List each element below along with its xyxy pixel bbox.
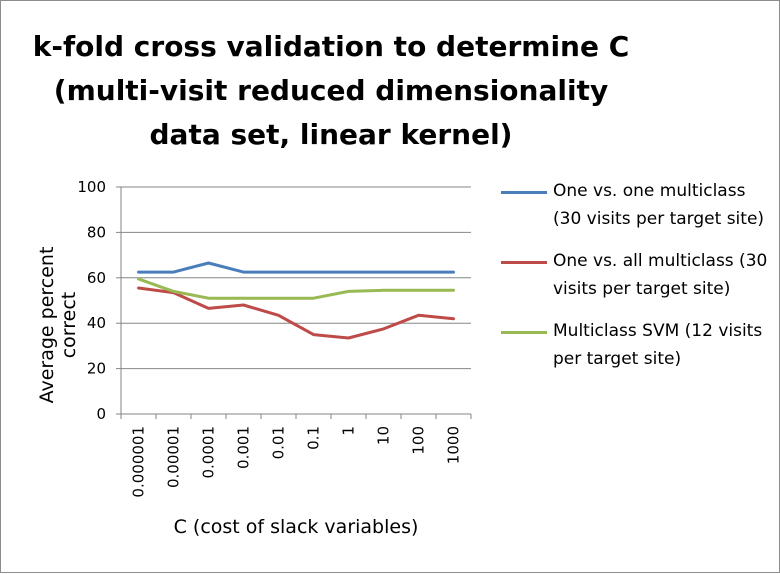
chart-title: k-fold cross validation to determine C (… <box>31 25 631 157</box>
legend-item-one-vs-one: One vs. one multiclass (30 visits per ta… <box>501 177 771 233</box>
x-tick-label: 0.00001 <box>165 426 183 488</box>
legend-swatch-multiclass-svm <box>501 331 547 334</box>
x-tick-label: 100 <box>410 426 428 455</box>
x-tick-label: 0.01 <box>270 426 288 459</box>
x-axis-title: C (cost of slack variables) <box>173 516 419 538</box>
chart-title-line-2: (multi-visit reduced dimensionality <box>53 74 609 107</box>
x-tick-label: 1 <box>340 426 358 436</box>
series-line-2 <box>137 286 455 340</box>
series-line-1 <box>137 261 455 274</box>
y-tick-label: 80 <box>87 223 106 241</box>
series-line-3 <box>137 277 455 300</box>
x-tick-label: 0.0001 <box>200 426 218 479</box>
legend-swatch-one-vs-one <box>501 191 547 194</box>
legend: One vs. one multiclass (30 visits per ta… <box>501 177 771 387</box>
legend-label-one-vs-all: One vs. all multiclass (30 visits per ta… <box>553 251 768 299</box>
chart-title-line-3: data set, linear kernel) <box>149 118 513 151</box>
x-tick-label: 10 <box>375 426 393 445</box>
x-tick-label: 0.000001 <box>130 426 148 498</box>
legend-swatch-one-vs-all <box>501 261 547 264</box>
y-tick-label: 100 <box>77 178 106 196</box>
y-tick-label: 40 <box>87 314 106 332</box>
y-tick-label: 0 <box>96 405 106 423</box>
legend-item-one-vs-all: One vs. all multiclass (30 visits per ta… <box>501 247 771 303</box>
chart-title-line-1: k-fold cross validation to determine C <box>32 30 630 63</box>
legend-label-multiclass-svm: Multiclass SVM (12 visits per target sit… <box>553 321 763 369</box>
x-tick-label: 0.1 <box>305 426 323 450</box>
y-tick-label: 20 <box>87 360 106 378</box>
x-tick-label: 1000 <box>445 426 463 464</box>
legend-label-one-vs-one: One vs. one multiclass (30 visits per ta… <box>553 181 765 229</box>
x-tick-label: 0.001 <box>235 426 253 469</box>
y-tick-label: 60 <box>87 269 106 287</box>
legend-item-multiclass-svm: Multiclass SVM (12 visits per target sit… <box>501 317 771 373</box>
